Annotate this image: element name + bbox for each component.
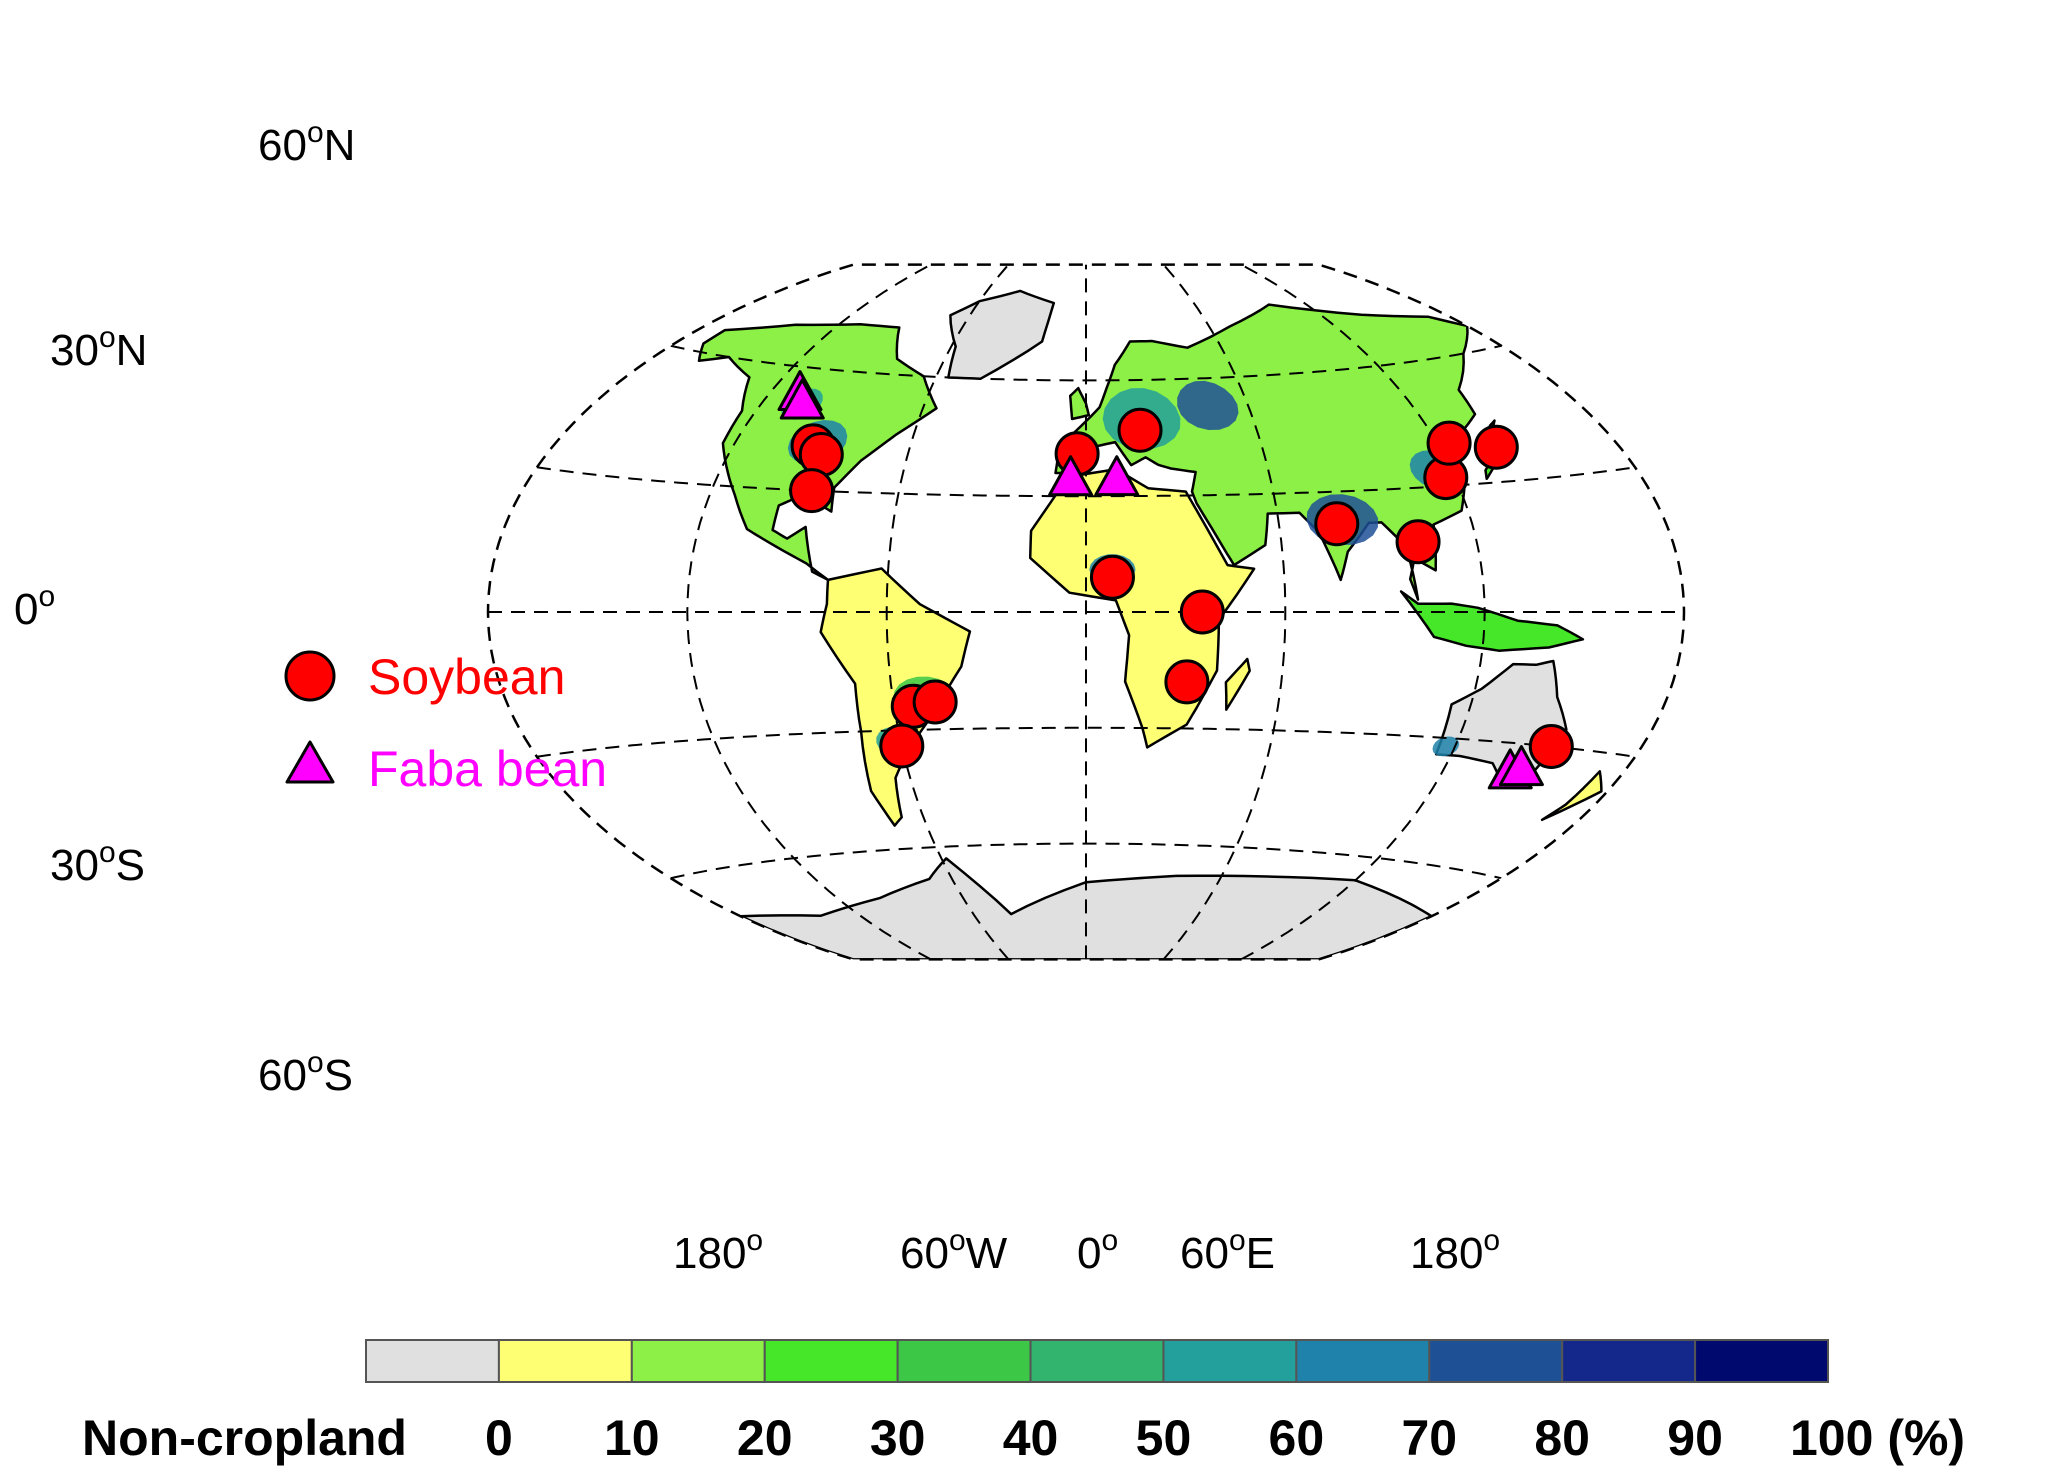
soybean-site-marker [1528,723,1574,769]
meridian--120 [686,264,932,960]
colorbar-tick-label: 100 (%) [1790,1410,1965,1466]
lon-label-0: 0o [1077,1224,1118,1278]
land-new-zealand [1540,770,1603,822]
colorbar-noncropland-label: Non-cropland [82,1410,407,1466]
colorbar-swatch [1428,1339,1564,1383]
soybean-legend-marker [284,650,336,702]
colorbar-tick-label: 90 [1667,1410,1723,1466]
faba-site-marker [1498,745,1544,787]
lon-label-60w: 60oW [900,1224,1008,1278]
colorbar-tick-label: 10 [604,1410,660,1466]
soybean-site-marker [789,468,835,514]
colorbar-tick-label: 80 [1534,1410,1590,1466]
colorbar-tick-label: 40 [1003,1410,1059,1466]
land-europe-asia [1054,303,1477,601]
lon-label-180w: 180o [673,1224,763,1278]
colorbar [365,1339,1830,1383]
colorbar-tick-label: 50 [1136,1410,1192,1466]
lat-label-30s: 30oS [50,836,145,890]
colorbar-tick-label: 20 [737,1410,793,1466]
lat-label-0: 0o [14,580,55,634]
faba-legend-marker [285,740,335,784]
colorbar-swatch [365,1339,500,1383]
soybean-site-marker [912,679,958,725]
colorbar-swatch [896,1339,1032,1383]
land-madagascar [1224,657,1251,711]
colorbar-swatch [1694,1339,1830,1383]
faba-site-marker [779,378,825,420]
colorbar-tick-label: 60 [1269,1410,1325,1466]
lon-label-180e: 180o [1410,1224,1500,1278]
map-outline [486,263,1686,961]
meridian-60 [1162,264,1287,960]
soybean-site-marker [1117,407,1163,453]
soybean-site-marker [1426,420,1472,466]
colorbar-swatch [1162,1339,1298,1383]
faba-site-marker [1048,455,1094,497]
colorbar-tick-label: 0 [485,1410,513,1466]
colorbar-swatch [630,1339,766,1383]
lat-label-60s: 60oS [258,1046,353,1100]
lat-label-60n: 60oN [258,116,355,170]
soybean-site-marker [879,723,925,769]
lon-label-60e: 60oE [1180,1224,1275,1278]
land-uk [1068,386,1091,421]
soybean-site-marker [1179,589,1225,635]
colorbar-swatch [1561,1339,1697,1383]
colorbar-swatch [1029,1339,1165,1383]
faba-site-marker [1094,455,1140,497]
land-greenland [947,289,1056,380]
soybean-site-marker [1164,659,1210,705]
parallel--30 [536,726,1636,758]
marker-legend: Soybean Faba bean [284,649,607,797]
soybean-site-marker [1395,519,1441,565]
soybean-site-marker [1314,501,1360,547]
graticule [488,264,1684,960]
meridian-120 [1240,264,1486,960]
colorbar-swatch [497,1339,633,1383]
meridian--60 [885,264,1010,960]
land-indonesia [1399,590,1585,652]
colorbar-tick-labels: 0 10 20 30 40 50 60 70 80 90 100 (%) [485,1410,1965,1466]
soybean-legend-label: Soybean [368,649,565,705]
cropland-patch-russia-steppe [1177,380,1239,430]
colorbar-tick-label: 70 [1401,1410,1457,1466]
colorbar-tick-label: 30 [870,1410,926,1466]
site-markers [777,370,1574,790]
lat-label-30n: 30oN [50,321,147,375]
map-body [488,264,1684,960]
faba-legend-label: Faba bean [368,741,607,797]
colorbar-swatch [763,1339,899,1383]
landmasses [697,289,1603,960]
soybean-site-marker [1089,554,1135,600]
colorbar-swatch [1295,1339,1431,1383]
soybean-site-marker [1473,424,1519,470]
